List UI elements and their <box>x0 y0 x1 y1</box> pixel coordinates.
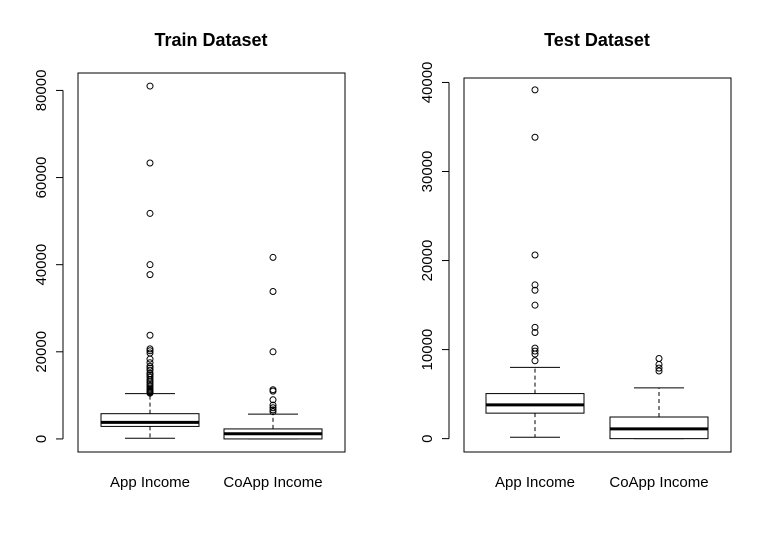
outlier-point <box>146 209 154 217</box>
box-coapp-income <box>609 355 709 440</box>
box-app-income <box>485 86 585 438</box>
plot-frame <box>77 72 346 453</box>
outlier-point <box>655 364 663 372</box>
outlier-point <box>655 360 663 368</box>
y-tick-label: 0 <box>419 434 436 442</box>
outlier-point <box>531 251 539 259</box>
outlier-point <box>531 133 539 141</box>
outlier-point <box>269 253 277 261</box>
outlier-point <box>531 328 539 336</box>
chart-title: Test Dataset <box>544 30 650 50</box>
plot-frame <box>463 77 732 453</box>
box-coapp-income <box>223 253 323 440</box>
outlier-point <box>146 345 154 353</box>
outlier-point <box>269 348 277 356</box>
x-category-label: CoApp Income <box>609 474 708 491</box>
outlier-point <box>269 404 277 412</box>
x-category-label: CoApp Income <box>223 474 322 491</box>
outlier-point <box>655 355 663 362</box>
outlier-point <box>531 323 539 331</box>
outlier-point <box>146 261 154 269</box>
outlier-point <box>531 286 539 294</box>
y-tick-label: 80000 <box>33 70 50 112</box>
outlier-point <box>531 281 539 289</box>
outlier-point <box>146 383 154 391</box>
outlier-point <box>146 389 154 397</box>
y-tick-label: 30000 <box>419 151 436 193</box>
outlier-point <box>146 347 154 355</box>
outlier-point <box>269 396 277 404</box>
outlier-point <box>531 301 539 309</box>
outlier-point <box>531 357 539 365</box>
outlier-point <box>146 355 154 363</box>
train-boxplot-panel: Train Dataset 0 20000 40000 60000 80000 App In… <box>33 30 346 491</box>
test-boxplot-panel: Test Dataset 0 10000 20000 30000 40000 App Inc… <box>419 30 732 491</box>
x-category-label: App Income <box>495 474 575 491</box>
outlier-point <box>269 401 277 409</box>
y-tick-label: 40000 <box>419 62 436 104</box>
outlier-point <box>146 366 154 374</box>
outlier-point <box>146 82 154 90</box>
outlier-point <box>269 406 277 414</box>
outlier-point <box>269 288 277 296</box>
y-tick-label: 20000 <box>33 331 50 373</box>
y-tick-label: 0 <box>33 435 50 443</box>
outlier-point <box>146 364 154 372</box>
y-tick-label: 60000 <box>33 157 50 199</box>
iqr-box <box>485 393 585 414</box>
outlier-point <box>146 359 154 367</box>
outlier-point <box>655 367 663 375</box>
outlier-point <box>146 331 154 339</box>
outlier-point <box>531 347 539 355</box>
x-category-label: App Income <box>110 474 190 491</box>
y-tick-label: 10000 <box>419 329 436 371</box>
outlier-point <box>531 350 539 358</box>
y-tick-label: 40000 <box>33 244 50 286</box>
outlier-point <box>269 408 277 416</box>
y-tick-label: 20000 <box>419 240 436 282</box>
chart-title: Train Dataset <box>154 30 267 50</box>
outlier-point <box>146 380 154 388</box>
box-app-income <box>100 82 200 439</box>
outlier-point <box>531 86 539 94</box>
outlier-point <box>269 387 277 395</box>
outlier-point <box>146 159 154 167</box>
outlier-point <box>146 362 154 370</box>
outlier-point <box>146 271 154 279</box>
iqr-box <box>100 413 200 427</box>
